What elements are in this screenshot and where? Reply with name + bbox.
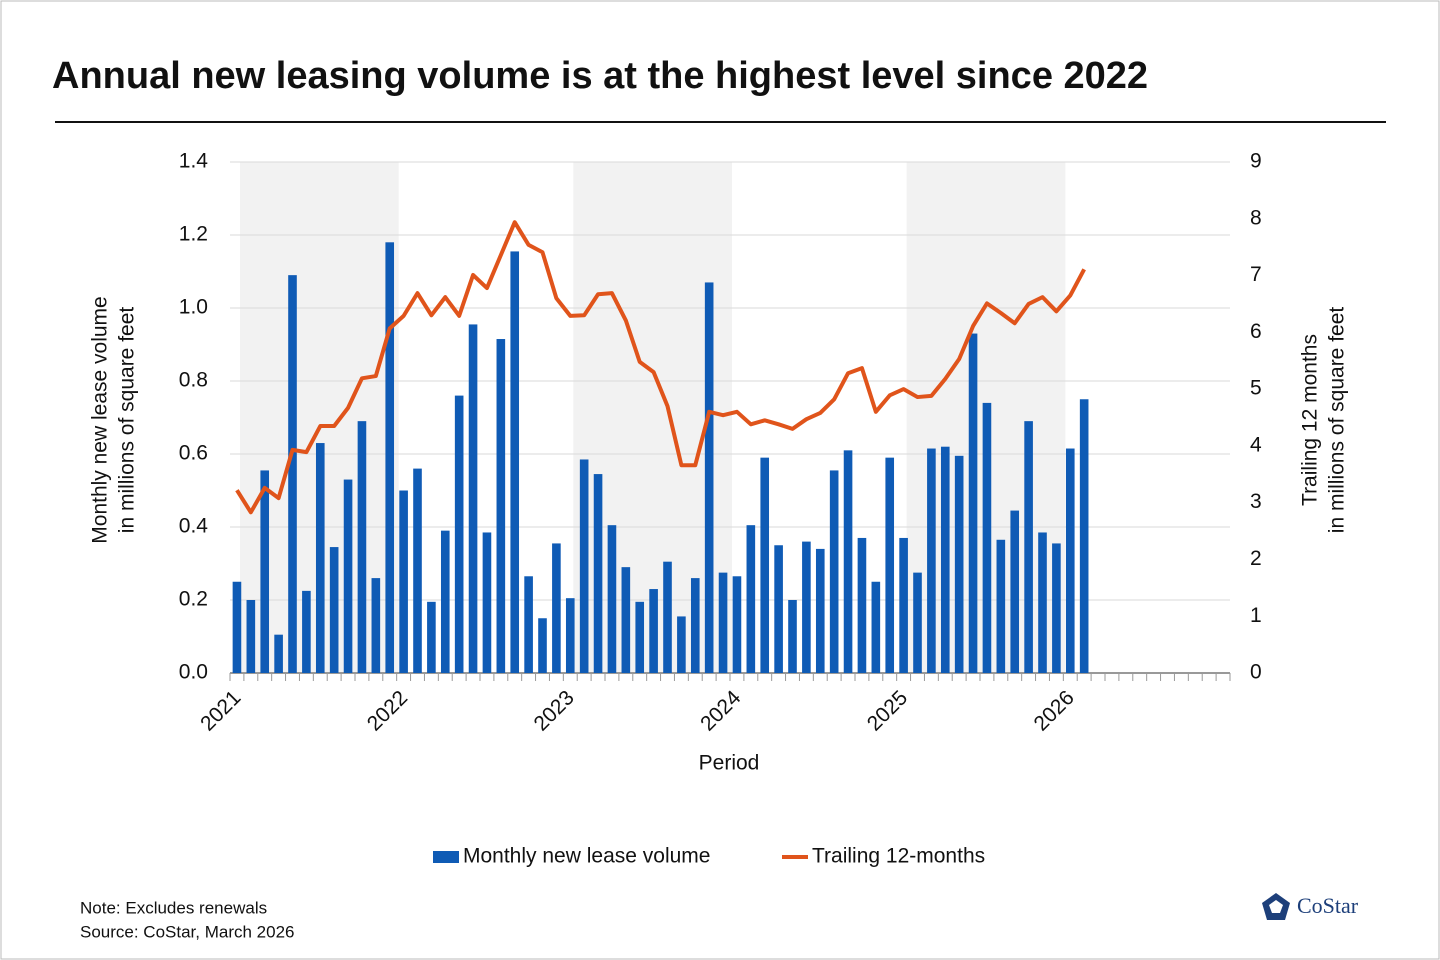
bar — [482, 532, 492, 673]
bar — [732, 576, 742, 673]
bar — [593, 474, 603, 673]
y2-axis-title: in millions of square feet — [1326, 307, 1349, 534]
bar — [274, 634, 283, 673]
y2-tick-label: 1 — [1250, 604, 1262, 627]
y2-tick-label: 4 — [1250, 433, 1262, 456]
y-tick-label: 1.0 — [179, 296, 208, 319]
legend-swatch — [433, 851, 459, 863]
bar — [621, 567, 631, 673]
bar — [427, 601, 436, 673]
y2-tick-label: 5 — [1250, 377, 1262, 400]
bar — [607, 525, 617, 673]
bar — [1065, 448, 1075, 673]
y-tick-label: 1.4 — [179, 150, 209, 173]
bar — [260, 470, 270, 673]
bar — [996, 539, 1006, 673]
bar — [302, 590, 311, 673]
bar — [815, 548, 825, 673]
y2-tick-label: 3 — [1250, 490, 1262, 513]
note: Note: Excludes renewals — [80, 898, 267, 917]
bar — [774, 545, 783, 673]
bar — [899, 537, 908, 673]
bar — [232, 581, 242, 673]
bar — [329, 547, 339, 673]
bar — [746, 525, 756, 673]
bar — [1010, 510, 1020, 673]
bar — [1038, 532, 1047, 673]
bar — [760, 457, 770, 673]
bar — [579, 459, 589, 673]
y2-tick-label: 9 — [1250, 150, 1262, 173]
bar — [704, 282, 714, 673]
bar — [635, 601, 645, 673]
legend-label: Monthly new lease volume — [463, 845, 710, 868]
logo-icon — [1262, 893, 1290, 920]
y2-tick-label: 8 — [1250, 206, 1262, 229]
bar — [718, 572, 728, 673]
bar — [954, 455, 964, 673]
bar — [468, 324, 478, 673]
x-axis-title: Period — [699, 752, 760, 775]
bar — [246, 600, 256, 673]
y-axis-title: in millions of square feet — [116, 307, 139, 534]
bar — [788, 600, 797, 673]
bar — [690, 578, 700, 673]
bar — [565, 598, 575, 673]
bar — [496, 339, 506, 673]
bar — [552, 543, 561, 673]
bar — [413, 468, 422, 673]
bar — [649, 589, 658, 673]
y2-tick-label: 2 — [1250, 547, 1262, 570]
line — [235, 220, 1086, 515]
bar — [1024, 421, 1033, 673]
bar — [857, 537, 867, 673]
y-tick-label: 1.2 — [179, 223, 208, 246]
bar — [843, 450, 853, 673]
bar — [1052, 543, 1061, 673]
bar — [399, 490, 408, 673]
y2-axis-title: Trailing 12 months — [1299, 334, 1322, 506]
y2-tick-label: 6 — [1250, 320, 1262, 343]
logo-text: CoStar — [1297, 893, 1359, 918]
bar — [940, 446, 950, 673]
bar — [871, 581, 881, 673]
bar — [385, 242, 395, 674]
source: Source: CoStar, March 2026 — [80, 922, 295, 941]
bar — [510, 251, 520, 674]
y2-tick-label: 7 — [1250, 263, 1262, 286]
y-tick-label: 0.4 — [179, 515, 209, 538]
chart-title: Annual new leasing volume is at the high… — [52, 55, 1148, 97]
bar — [927, 448, 936, 673]
bar — [524, 576, 533, 673]
bar — [440, 530, 450, 673]
bar — [357, 421, 367, 673]
bar — [315, 443, 325, 673]
bar — [371, 578, 381, 673]
y-tick-label: 0.6 — [179, 442, 208, 465]
bar — [677, 616, 686, 673]
y2-tick-label: 0 — [1250, 661, 1262, 684]
y-tick-label: 0.8 — [179, 369, 208, 392]
bar — [913, 572, 922, 673]
bar — [885, 457, 895, 673]
bar — [982, 402, 992, 673]
bar — [538, 618, 547, 673]
y-tick-label: 0.0 — [179, 661, 208, 684]
bar — [343, 479, 353, 673]
bar — [288, 275, 297, 673]
bar — [663, 561, 672, 673]
bar — [829, 470, 839, 673]
y-axis-title: Monthly new lease volume — [89, 296, 112, 543]
bar — [1079, 399, 1089, 673]
legend-label: Trailing 12-months — [812, 845, 985, 868]
bar — [454, 395, 464, 673]
bar — [968, 333, 978, 673]
bar — [802, 541, 811, 673]
y-tick-label: 0.2 — [179, 588, 208, 611]
